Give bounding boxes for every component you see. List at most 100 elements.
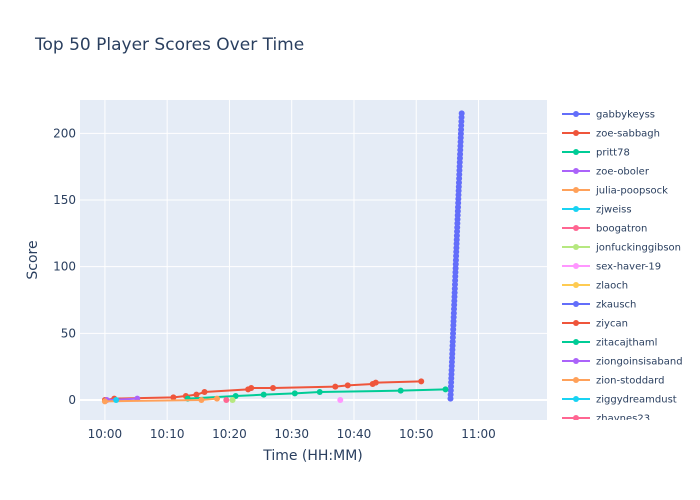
legend-item[interactable]: zkausch: [562, 300, 636, 311]
legend-swatch-marker: [573, 168, 579, 174]
data-point: [170, 394, 177, 401]
legend-label: zoe-oboler: [596, 167, 650, 178]
legend-swatch-marker: [573, 320, 579, 326]
legend-label: ziongoinsisaband: [596, 357, 683, 368]
series-jonfuckinggibson: [229, 397, 236, 403]
x-tick-label: 10:20: [212, 427, 247, 441]
legend-swatch-marker: [573, 301, 579, 307]
legend-label: gabbykeyss: [596, 110, 655, 121]
data-point: [260, 391, 267, 398]
x-tick-label: 10:30: [274, 427, 309, 441]
legend-swatch-marker: [573, 225, 579, 231]
data-point: [397, 387, 404, 394]
legend-swatch-marker: [573, 111, 579, 117]
data-point: [442, 386, 449, 393]
data-point: [229, 397, 236, 403]
x-tick-label: 11:00: [461, 427, 496, 441]
legend-item[interactable]: ziggydreamdust: [562, 395, 677, 406]
legend-swatch-marker: [573, 206, 579, 212]
y-tick-label: 100: [53, 260, 76, 274]
legend-label: pritt78: [596, 148, 630, 159]
series-gabbykeyss: [447, 110, 465, 402]
legend-swatch-marker: [573, 339, 579, 345]
data-point: [113, 397, 120, 403]
legend-swatch-marker: [573, 396, 579, 402]
legend-item[interactable]: jonfuckinggibson: [562, 243, 681, 254]
legend-item[interactable]: zion-stoddard: [562, 376, 664, 387]
legend-item[interactable]: zoe-oboler: [562, 167, 650, 178]
series-zjweiss: [113, 397, 120, 403]
y-tick-label: 0: [68, 393, 76, 407]
chart-title: Top 50 Player Scores Over Time: [34, 35, 304, 55]
y-tick-label: 150: [53, 193, 76, 207]
legend-swatch-marker: [573, 149, 579, 155]
x-tick-label: 10:50: [399, 427, 434, 441]
y-tick-label: 200: [53, 126, 76, 140]
y-tick-label: 50: [61, 326, 76, 340]
legend-swatch-marker: [573, 130, 579, 136]
legend-item[interactable]: zlaoch: [562, 281, 628, 292]
grid-lines: [80, 100, 547, 420]
legend-swatch-marker: [573, 377, 579, 383]
legend-swatch-marker: [573, 187, 579, 193]
legend-item[interactable]: sex-haver-19: [562, 262, 661, 273]
data-point: [291, 390, 298, 397]
legend-label: zjweiss: [596, 205, 632, 216]
series-lines: [101, 110, 465, 405]
data-point: [337, 397, 344, 403]
series-line: [106, 397, 138, 401]
legend-item[interactable]: julia-poopsock: [562, 186, 668, 197]
x-tick-label: 10:00: [88, 427, 123, 441]
x-tick-label: 10:10: [150, 427, 185, 441]
legend-swatch-marker: [573, 263, 579, 269]
legend-item[interactable]: ziongoinsisaband: [562, 357, 683, 368]
data-point: [201, 389, 208, 395]
legend-label: zhaynes23: [596, 414, 650, 425]
legend-label: zion-stoddard: [596, 376, 664, 387]
legend-label: zitacajthaml: [596, 338, 657, 349]
series-julia-poopsock: [101, 395, 220, 405]
data-point: [213, 395, 220, 402]
series-boogatron: [223, 397, 230, 403]
legend-label: julia-poopsock: [595, 186, 668, 197]
legend-label: zoe-sabbagh: [596, 129, 660, 140]
data-point: [193, 391, 200, 398]
legend-item[interactable]: gabbykeyss: [562, 110, 655, 121]
legend-swatch-marker: [573, 415, 579, 420]
data-point: [332, 383, 339, 390]
legend-item[interactable]: boogatron: [562, 224, 647, 235]
legend-swatch-marker: [573, 244, 579, 250]
legend-label: sex-haver-19: [596, 262, 661, 273]
legend-label: jonfuckinggibson: [595, 243, 681, 254]
data-point: [344, 382, 351, 389]
data-point: [418, 378, 425, 385]
x-axis-title: Time (HH:MM): [262, 448, 363, 464]
legend-item[interactable]: zjweiss: [562, 205, 632, 216]
legend-label: zlaoch: [596, 281, 628, 292]
legend-item[interactable]: ziycan: [562, 319, 628, 330]
legend-label: zkausch: [596, 300, 636, 311]
legend-item[interactable]: zoe-sabbagh: [562, 129, 660, 140]
legend-swatch-marker: [573, 358, 579, 364]
y-axis-title: Score: [25, 240, 41, 279]
data-point: [458, 110, 465, 117]
legend-swatch-marker: [573, 282, 579, 288]
data-point: [198, 397, 205, 403]
tick-labels: 10:00 10:10 10:20 10:30 10:40 10:50 11:00 0 50 10…: [53, 126, 496, 441]
x-tick-label: 10:40: [337, 427, 372, 441]
legend-label: ziggydreamdust: [596, 395, 677, 406]
plot-background: [80, 100, 547, 420]
legend-item[interactable]: zitacajthaml: [562, 338, 657, 349]
legend[interactable]: gabbykeyss zoe-sabbagh pritt78 zoe-oboler ju…: [562, 110, 683, 425]
data-point: [372, 379, 379, 386]
data-point: [223, 397, 230, 403]
legend-item[interactable]: zhaynes23: [562, 414, 650, 425]
legend-item[interactable]: pritt78: [562, 148, 630, 159]
legend-label: boogatron: [596, 224, 647, 235]
data-point: [101, 398, 108, 405]
series-pritt78: [184, 386, 449, 402]
data-point: [248, 385, 255, 391]
series-sex-haver-19: [337, 397, 344, 403]
data-point: [270, 385, 277, 391]
